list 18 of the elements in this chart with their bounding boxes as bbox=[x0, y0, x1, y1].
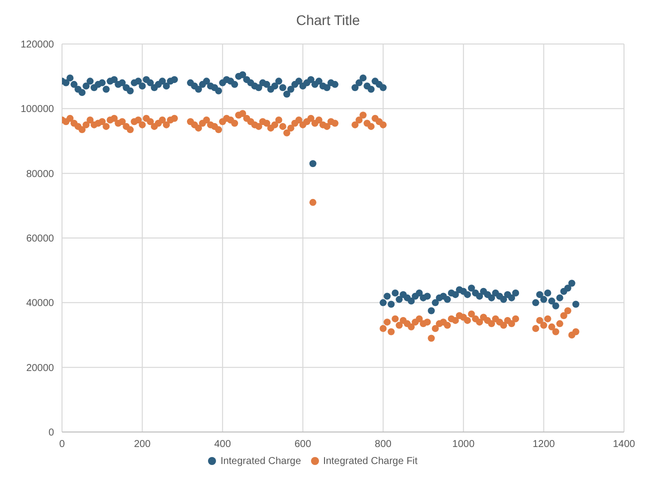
x-tick-label: 1000 bbox=[452, 439, 475, 450]
legend-label: Integrated Charge Fit bbox=[323, 456, 418, 467]
x-tick-label: 1400 bbox=[612, 439, 636, 450]
y-tick-label: 60000 bbox=[26, 234, 54, 245]
y-tick-label: 120000 bbox=[20, 40, 54, 51]
legend-label: Integrated Charge bbox=[220, 456, 302, 467]
x-tick-label: 200 bbox=[134, 439, 152, 450]
x-tick-label: 1200 bbox=[532, 439, 556, 450]
y-tick-label: 100000 bbox=[20, 104, 54, 116]
y-tick-label: 20000 bbox=[26, 362, 54, 374]
x-tick-label: 0 bbox=[59, 439, 66, 450]
x-tick-label: 800 bbox=[374, 439, 392, 450]
y-tick-label: 40000 bbox=[26, 298, 54, 310]
x-tick-label: 600 bbox=[294, 439, 312, 450]
x-tick-label: 400 bbox=[214, 439, 232, 450]
chart-title: Chart Title bbox=[295, 11, 361, 30]
y-tick-label: 80000 bbox=[26, 168, 54, 180]
y-tick-label: 0 bbox=[48, 428, 54, 439]
